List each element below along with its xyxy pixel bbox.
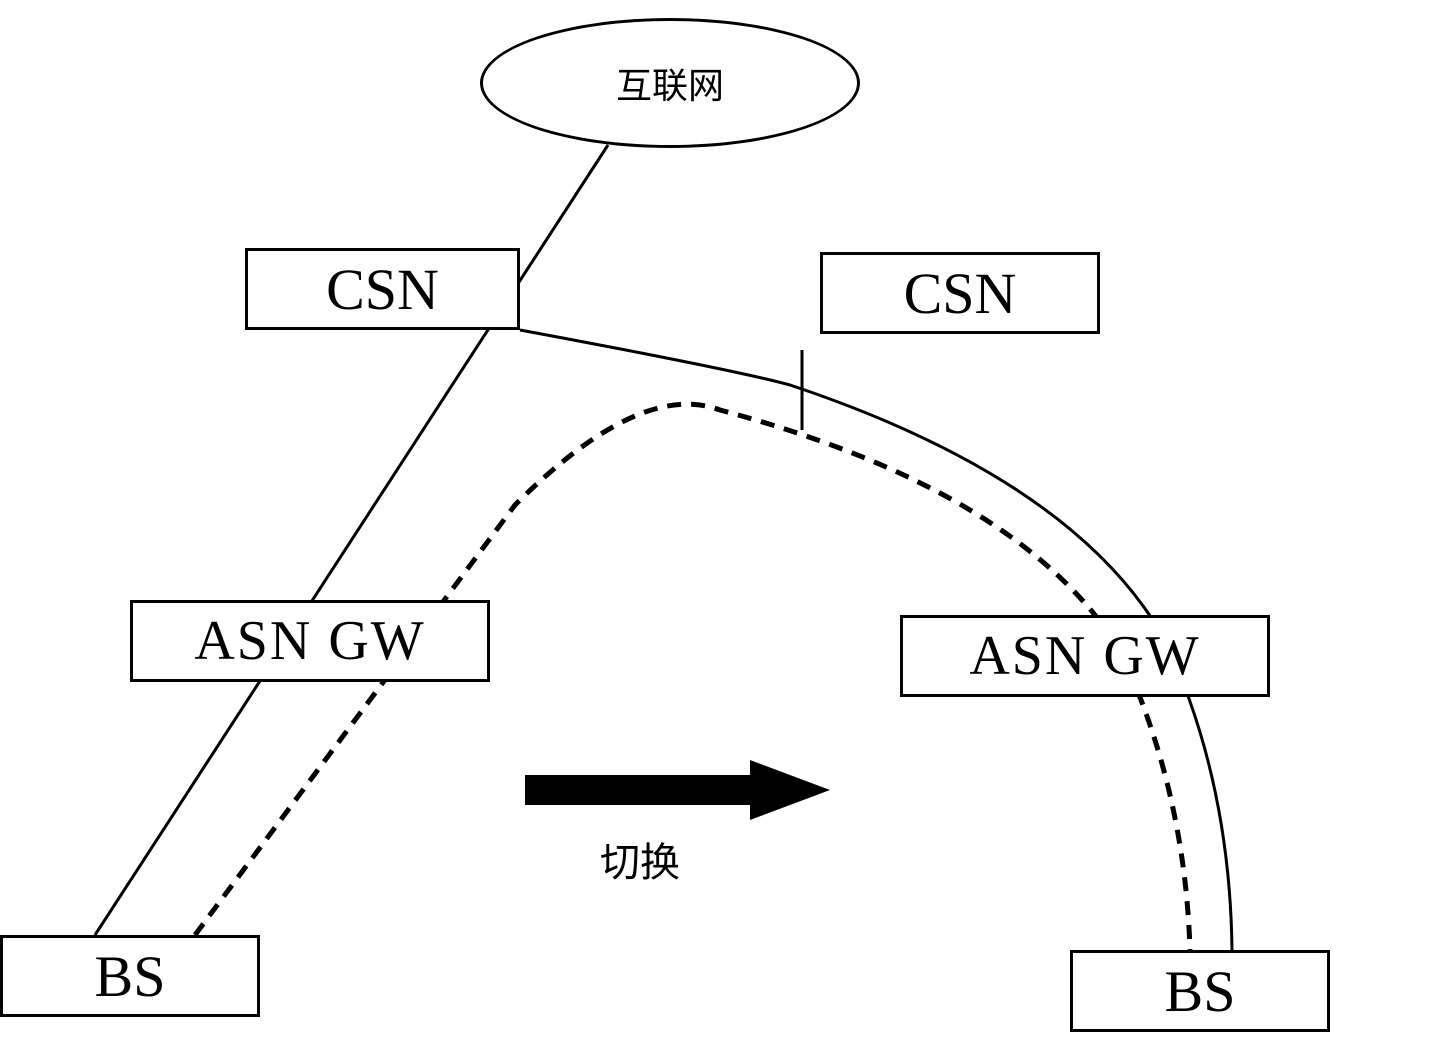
asn-gw-right-box: ASN GW (900, 615, 1270, 697)
asn-gw-left-label: ASN GW (194, 609, 425, 673)
network-diagram: 互联网 CSN CSN ASN GW ASN GW BS BS 切换 (0, 0, 1431, 1051)
bs-right-label: BS (1165, 958, 1236, 1025)
bs-left-box: BS (0, 935, 260, 1017)
asn-gw-right-label: ASN GW (969, 624, 1200, 688)
asn-gw-left-box: ASN GW (130, 600, 490, 682)
handover-label: 切换 (600, 830, 680, 888)
csn-right-box: CSN (820, 252, 1100, 334)
handover-arrow (525, 760, 830, 820)
internet-label: 互联网 (616, 57, 724, 109)
handover-label-text: 切换 (600, 840, 680, 885)
csn-right-label: CSN (904, 260, 1017, 327)
bs-right-box: BS (1070, 950, 1330, 1032)
internet-cloud: 互联网 (480, 18, 860, 148)
bs-left-label: BS (95, 943, 166, 1010)
csn-left-label: CSN (326, 256, 439, 323)
csn-left-box: CSN (245, 248, 520, 330)
connection-lines (0, 0, 1431, 1051)
